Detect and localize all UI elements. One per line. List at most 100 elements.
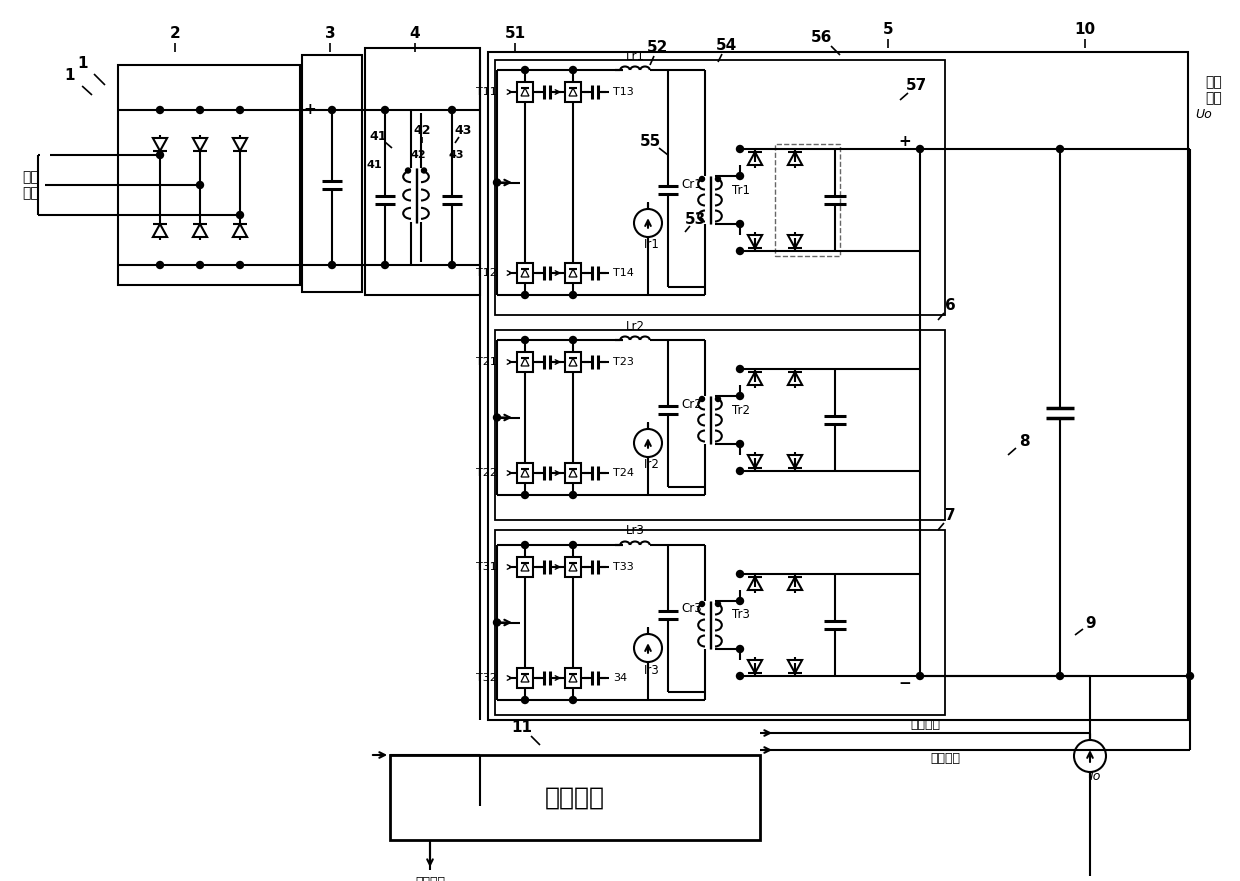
Bar [775,144,839,256]
Text: T32: T32 [476,673,497,683]
Circle shape [329,107,336,114]
Text: T33: T33 [613,562,634,572]
Text: 34: 34 [613,673,627,683]
Bar [118,65,300,285]
Circle shape [237,107,243,114]
Circle shape [715,176,720,181]
Text: 通信端口: 通信端口 [415,876,445,881]
Circle shape [737,366,744,373]
Circle shape [237,211,243,218]
Circle shape [196,181,203,189]
Bar [517,463,533,483]
Text: 57: 57 [905,78,926,93]
Circle shape [1187,672,1193,679]
Bar [565,668,582,688]
Bar [495,530,945,715]
Text: 7: 7 [945,508,955,523]
Text: Uo: Uo [1195,108,1211,122]
Text: Cr3: Cr3 [681,603,702,616]
Circle shape [494,619,501,626]
Circle shape [569,337,577,344]
Circle shape [737,220,744,227]
Text: 3: 3 [325,26,335,41]
Bar [489,52,1188,720]
Text: T31: T31 [476,562,497,572]
Text: T13: T13 [613,87,634,97]
Text: 42: 42 [413,124,430,137]
Circle shape [237,262,243,269]
Text: Lr3: Lr3 [625,524,645,537]
Text: Tr1: Tr1 [732,183,750,196]
Text: T14: T14 [613,268,634,278]
Text: 交流
输入: 交流 输入 [22,170,38,200]
Circle shape [196,107,203,114]
Circle shape [522,697,528,704]
Circle shape [699,396,704,402]
Text: T24: T24 [613,468,634,478]
Bar [391,755,760,840]
Bar [517,352,533,372]
Circle shape [737,393,744,399]
Circle shape [569,697,577,704]
Circle shape [449,107,455,114]
Text: 42: 42 [410,150,425,160]
Circle shape [494,414,501,421]
Text: 10: 10 [1074,23,1096,38]
Bar [565,557,582,577]
Text: 5: 5 [883,23,893,38]
Circle shape [737,248,744,255]
Text: Ir3: Ir3 [644,663,660,677]
Circle shape [522,337,528,344]
Text: 输出电压: 输出电压 [930,751,960,765]
Text: 53: 53 [684,212,706,227]
Circle shape [699,602,704,606]
Text: −: − [303,257,316,272]
Text: 55: 55 [640,134,661,149]
Bar [517,263,533,283]
Bar [565,463,582,483]
Circle shape [737,672,744,679]
Circle shape [737,646,744,653]
Circle shape [715,602,720,606]
Text: T12: T12 [476,268,497,278]
Bar [517,668,533,688]
Text: 8: 8 [1019,433,1029,448]
Circle shape [737,571,744,578]
Text: 51: 51 [505,26,526,41]
Text: 9: 9 [1086,616,1096,631]
Text: 控制模块: 控制模块 [546,786,605,810]
Text: 1: 1 [64,68,76,83]
Text: 输出电流: 输出电流 [910,719,940,731]
Circle shape [569,292,577,299]
Text: Lr1: Lr1 [625,49,645,63]
Text: −: − [899,677,911,692]
Bar [303,55,362,292]
Circle shape [494,179,501,186]
Text: Cr1: Cr1 [681,177,702,190]
Text: 6: 6 [945,299,955,314]
Circle shape [522,492,528,499]
Text: T21: T21 [476,357,497,367]
Text: 43: 43 [448,150,464,160]
Text: Io: Io [1089,769,1101,782]
Text: Tr2: Tr2 [732,403,750,417]
Bar [517,557,533,577]
Text: 43: 43 [454,124,471,137]
Circle shape [449,262,455,269]
Text: T22: T22 [476,468,497,478]
Circle shape [916,672,924,679]
Circle shape [382,262,388,269]
Text: Cr2: Cr2 [681,397,702,411]
Text: 11: 11 [511,720,532,735]
Bar [495,60,945,315]
Circle shape [737,145,744,152]
Text: 直流
输出: 直流 输出 [1205,75,1221,105]
Circle shape [156,107,164,114]
Circle shape [522,542,528,549]
Circle shape [737,440,744,448]
Circle shape [156,152,164,159]
Text: 4: 4 [409,26,420,41]
Circle shape [737,597,744,604]
Text: 54: 54 [715,39,737,54]
Circle shape [569,542,577,549]
